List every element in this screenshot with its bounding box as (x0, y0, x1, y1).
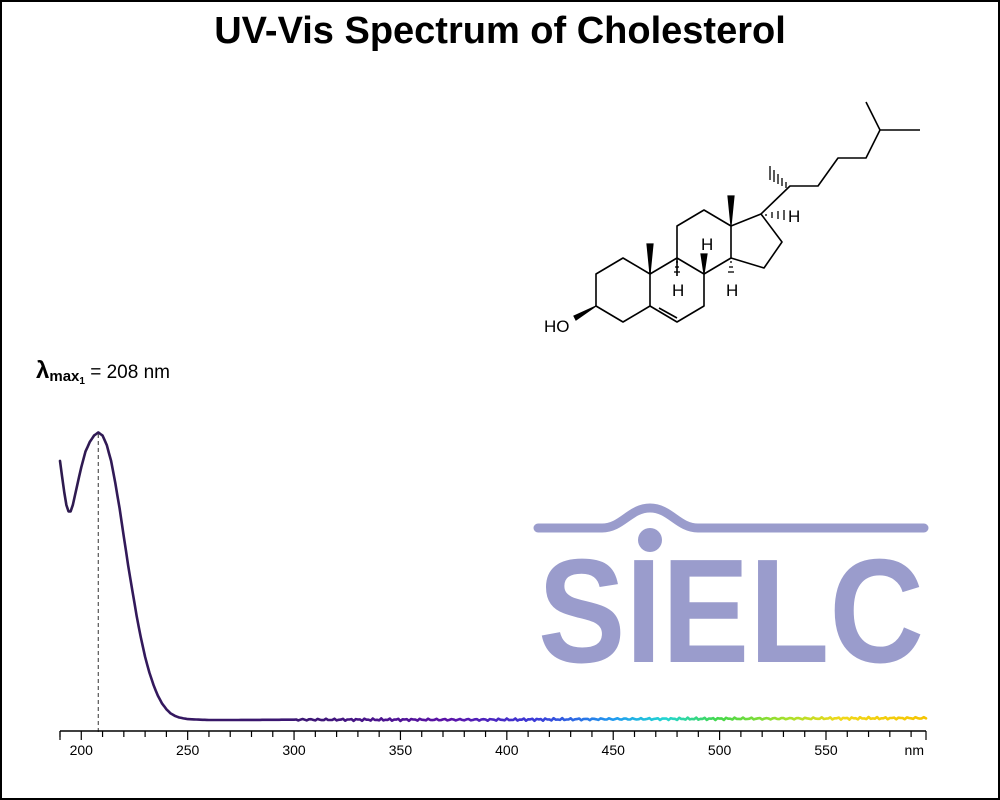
x-axis: 200 250 300 350 400 450 500 550 nm (59, 730, 927, 758)
cholesterol-structure (595, 101, 920, 323)
x-tick-label: 350 (389, 742, 413, 758)
cholesterol-stereo-bonds (573, 166, 787, 321)
ho-label: HO (544, 317, 570, 336)
lambda-value: = 208 nm (90, 362, 170, 383)
lambda-subscript: max (49, 368, 80, 385)
x-tick-label: 200 (70, 742, 94, 758)
h-label-c17: H (788, 207, 800, 226)
x-tick-label: 500 (708, 742, 732, 758)
logo-i-dot (638, 528, 662, 552)
logo-wave-line (533, 503, 929, 533)
lambda-index: 1 (79, 376, 85, 387)
logo-text: SIELC (538, 529, 924, 694)
x-tick-label: 550 (814, 742, 838, 758)
h-label-c14: H (726, 281, 738, 300)
x-tick-label: 450 (602, 742, 626, 758)
x-tick-label: 250 (176, 742, 200, 758)
sielc-logo: SIELC (533, 503, 929, 694)
h-label-c9: H (672, 281, 684, 300)
lambda-max-annotation: λmax1 = 208 nm (36, 357, 170, 387)
h-label-c8: H (701, 235, 713, 254)
cholesterol-atom-labels: HO H H H H (544, 207, 800, 336)
spectrum-line (58, 431, 928, 723)
x-tick-label: 300 (282, 742, 306, 758)
lambda-symbol: λ (36, 357, 50, 384)
x-tick-label: 400 (495, 742, 519, 758)
x-axis-unit-label: nm (905, 742, 924, 758)
chart-title: UV-Vis Spectrum of Cholesterol (214, 10, 786, 52)
